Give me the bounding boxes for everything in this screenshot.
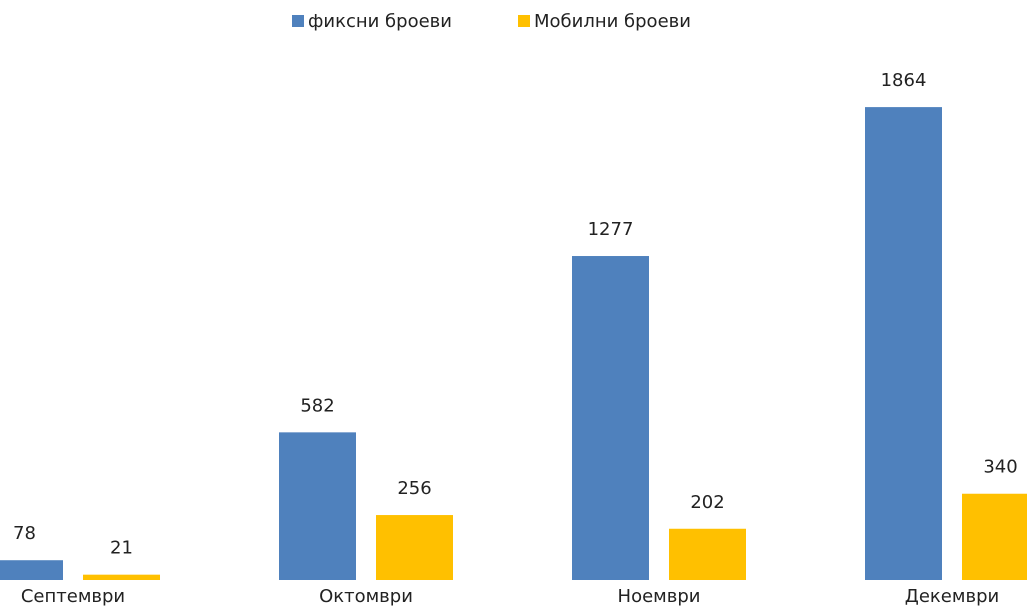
value-label: 256 bbox=[397, 478, 431, 499]
bar bbox=[865, 107, 942, 580]
legend-label: Мобилни броеви bbox=[534, 11, 691, 32]
value-label: 78 bbox=[13, 523, 36, 544]
x-tick-label: Октомври bbox=[319, 586, 413, 607]
value-label: 582 bbox=[300, 395, 334, 416]
legend-swatch bbox=[518, 15, 530, 27]
bar bbox=[669, 528, 746, 580]
value-label: 21 bbox=[110, 538, 133, 559]
legend-label: фиксни броеви bbox=[308, 11, 452, 32]
value-label: 1277 bbox=[588, 219, 634, 240]
bar bbox=[279, 432, 356, 580]
x-tick-label: Ноември bbox=[618, 586, 701, 607]
bar bbox=[0, 560, 63, 580]
bar bbox=[83, 574, 160, 580]
bar bbox=[962, 493, 1027, 580]
value-label: 202 bbox=[690, 492, 724, 513]
bar bbox=[572, 256, 649, 580]
value-label: 340 bbox=[983, 457, 1017, 478]
value-label: 1864 bbox=[881, 70, 927, 91]
legend-swatch bbox=[292, 15, 304, 27]
x-tick-label: Декември bbox=[905, 586, 999, 607]
x-tick-label: Септември bbox=[21, 586, 125, 607]
bar bbox=[376, 515, 453, 580]
